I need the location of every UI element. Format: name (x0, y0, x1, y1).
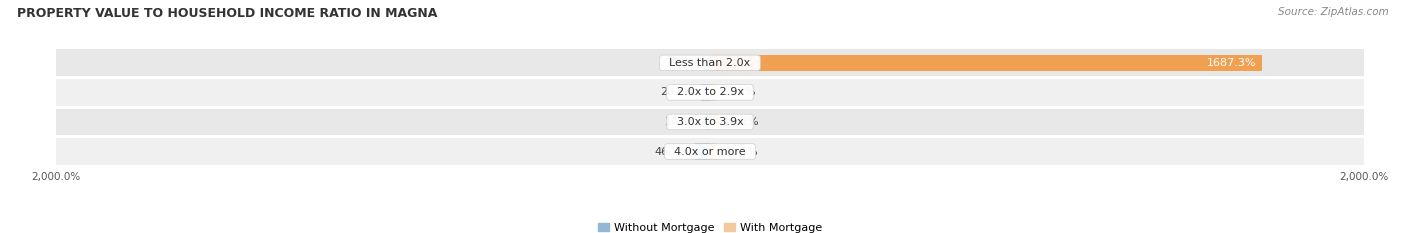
Bar (56, 79, 1364, 106)
Text: 46.5%: 46.5% (655, 147, 690, 157)
Bar (700, 84, 710, 100)
Legend: Without Mortgage, With Mortgage: Without Mortgage, With Mortgage (593, 218, 827, 233)
Text: 4.0x or more: 4.0x or more (668, 147, 752, 157)
Bar (706, 55, 710, 71)
Bar (695, 143, 710, 160)
Bar (56, 49, 1364, 76)
Bar (710, 55, 1261, 71)
Text: PROPERTY VALUE TO HOUSEHOLD INCOME RATIO IN MAGNA: PROPERTY VALUE TO HOUSEHOLD INCOME RATIO… (17, 7, 437, 20)
Text: 1687.3%: 1687.3% (1208, 58, 1257, 68)
Bar (710, 114, 718, 130)
Text: 22.8%: 22.8% (723, 147, 758, 157)
Text: 24.2%: 24.2% (723, 117, 758, 127)
Bar (56, 138, 1364, 165)
Text: 3.0x to 3.9x: 3.0x to 3.9x (669, 117, 751, 127)
Text: Less than 2.0x: Less than 2.0x (662, 58, 758, 68)
Bar (706, 114, 710, 130)
Text: 28.3%: 28.3% (661, 87, 696, 97)
Bar (710, 84, 716, 100)
Text: 2.0x to 2.9x: 2.0x to 2.9x (669, 87, 751, 97)
Text: Source: ZipAtlas.com: Source: ZipAtlas.com (1278, 7, 1389, 17)
Bar (710, 143, 717, 160)
Text: 14.0%: 14.0% (665, 117, 700, 127)
Text: 11.3%: 11.3% (666, 58, 702, 68)
Text: 17.2%: 17.2% (720, 87, 756, 97)
Bar (56, 109, 1364, 135)
